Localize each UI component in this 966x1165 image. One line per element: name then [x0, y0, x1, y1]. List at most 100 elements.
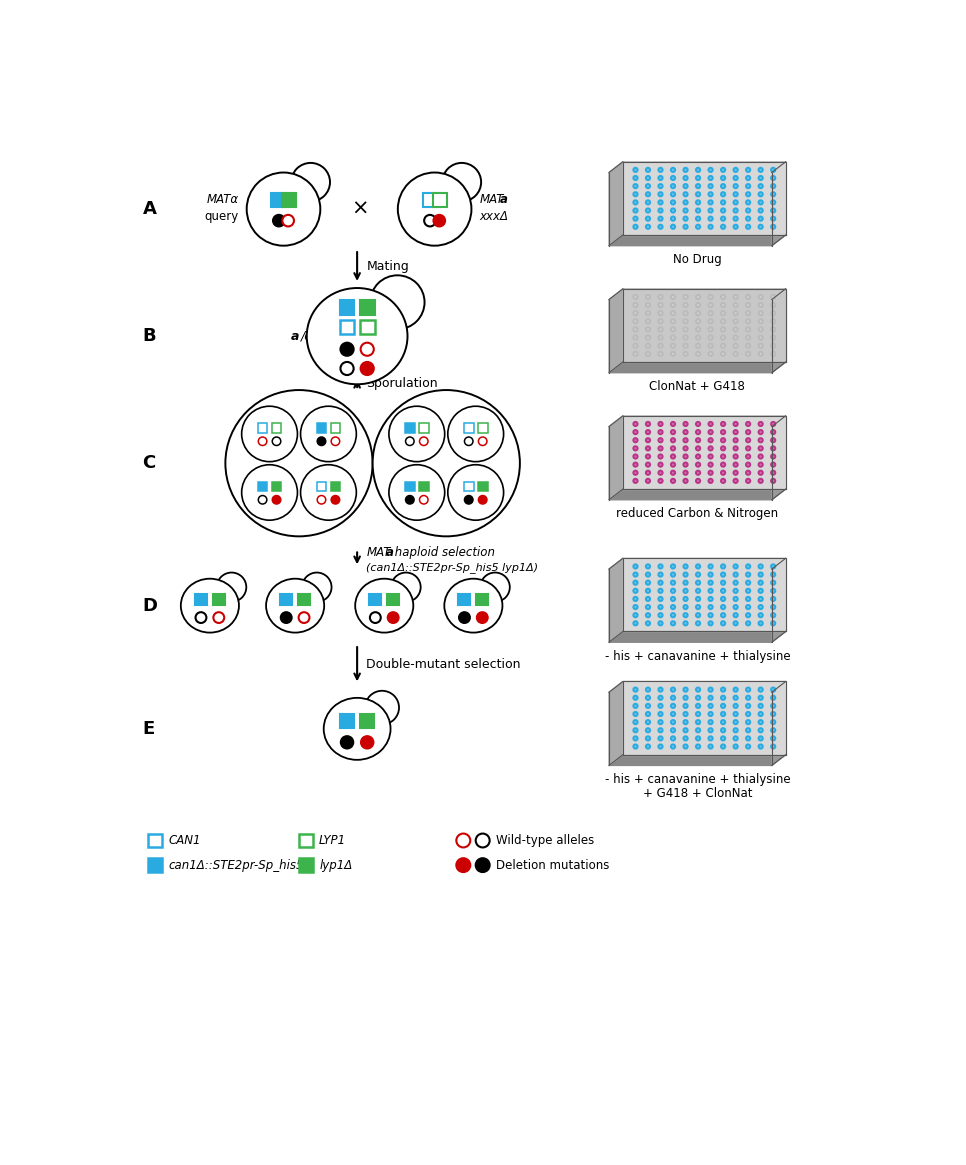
- Circle shape: [732, 351, 739, 356]
- Circle shape: [635, 439, 637, 442]
- Text: a: a: [499, 192, 507, 205]
- Circle shape: [633, 595, 639, 602]
- Circle shape: [747, 729, 750, 732]
- Circle shape: [757, 620, 764, 627]
- Circle shape: [732, 421, 739, 428]
- Circle shape: [660, 169, 662, 171]
- Circle shape: [685, 226, 687, 228]
- Circle shape: [697, 480, 699, 482]
- Circle shape: [757, 702, 764, 709]
- Circle shape: [720, 743, 726, 749]
- Circle shape: [331, 495, 340, 504]
- Circle shape: [709, 177, 712, 179]
- Circle shape: [722, 193, 724, 196]
- Circle shape: [732, 216, 739, 221]
- Circle shape: [722, 598, 724, 600]
- Circle shape: [757, 445, 764, 452]
- Circle shape: [709, 729, 712, 732]
- Circle shape: [734, 169, 737, 171]
- Circle shape: [633, 587, 639, 594]
- Circle shape: [660, 202, 662, 204]
- Circle shape: [633, 603, 639, 610]
- Circle shape: [770, 572, 777, 578]
- Circle shape: [770, 719, 777, 726]
- Circle shape: [772, 218, 775, 220]
- Circle shape: [697, 581, 699, 584]
- Circle shape: [745, 437, 752, 444]
- Circle shape: [672, 423, 674, 425]
- Circle shape: [685, 598, 687, 600]
- Circle shape: [745, 612, 752, 619]
- Circle shape: [747, 177, 750, 179]
- Bar: [213, 593, 225, 606]
- Circle shape: [709, 598, 712, 600]
- Circle shape: [635, 721, 637, 723]
- Circle shape: [709, 464, 712, 466]
- Circle shape: [669, 587, 676, 594]
- Circle shape: [419, 495, 428, 504]
- Circle shape: [387, 612, 399, 623]
- Circle shape: [747, 345, 750, 347]
- Circle shape: [669, 694, 676, 701]
- Circle shape: [720, 351, 726, 356]
- Circle shape: [759, 226, 762, 228]
- Circle shape: [645, 719, 651, 726]
- Circle shape: [772, 622, 775, 624]
- Circle shape: [732, 310, 739, 316]
- Circle shape: [669, 294, 676, 301]
- Circle shape: [720, 478, 726, 483]
- Circle shape: [660, 329, 662, 331]
- Circle shape: [757, 587, 764, 594]
- Circle shape: [341, 736, 354, 748]
- Circle shape: [709, 472, 712, 474]
- Circle shape: [722, 456, 724, 458]
- Circle shape: [722, 573, 724, 576]
- Circle shape: [633, 294, 639, 301]
- Circle shape: [658, 469, 664, 475]
- Circle shape: [645, 429, 651, 436]
- Circle shape: [759, 218, 762, 220]
- Circle shape: [660, 713, 662, 715]
- Circle shape: [682, 183, 689, 189]
- Circle shape: [682, 620, 689, 627]
- Text: MATα: MATα: [207, 192, 239, 205]
- Circle shape: [745, 735, 752, 741]
- Circle shape: [669, 216, 676, 221]
- Circle shape: [772, 737, 775, 740]
- Circle shape: [685, 689, 687, 691]
- Circle shape: [635, 689, 637, 691]
- Circle shape: [709, 721, 712, 723]
- Circle shape: [772, 226, 775, 228]
- Circle shape: [720, 310, 726, 316]
- Circle shape: [682, 175, 689, 181]
- Circle shape: [732, 334, 739, 340]
- Circle shape: [770, 310, 777, 316]
- Circle shape: [647, 345, 649, 347]
- Circle shape: [669, 207, 676, 213]
- Circle shape: [772, 353, 775, 355]
- Text: A: A: [142, 200, 156, 218]
- Circle shape: [772, 606, 775, 608]
- Circle shape: [685, 581, 687, 584]
- Circle shape: [660, 312, 662, 315]
- Circle shape: [745, 294, 752, 301]
- Circle shape: [331, 437, 340, 445]
- Circle shape: [772, 423, 775, 425]
- Circle shape: [633, 743, 639, 749]
- Bar: [464, 482, 473, 492]
- Circle shape: [722, 614, 724, 616]
- Circle shape: [745, 183, 752, 189]
- Circle shape: [633, 437, 639, 444]
- Circle shape: [682, 191, 689, 197]
- Circle shape: [770, 461, 777, 467]
- Circle shape: [672, 169, 674, 171]
- Circle shape: [732, 595, 739, 602]
- Circle shape: [747, 439, 750, 442]
- Circle shape: [759, 606, 762, 608]
- Circle shape: [757, 469, 764, 475]
- Circle shape: [722, 697, 724, 699]
- Circle shape: [682, 587, 689, 594]
- Circle shape: [658, 167, 664, 172]
- Circle shape: [695, 727, 701, 733]
- Circle shape: [682, 310, 689, 316]
